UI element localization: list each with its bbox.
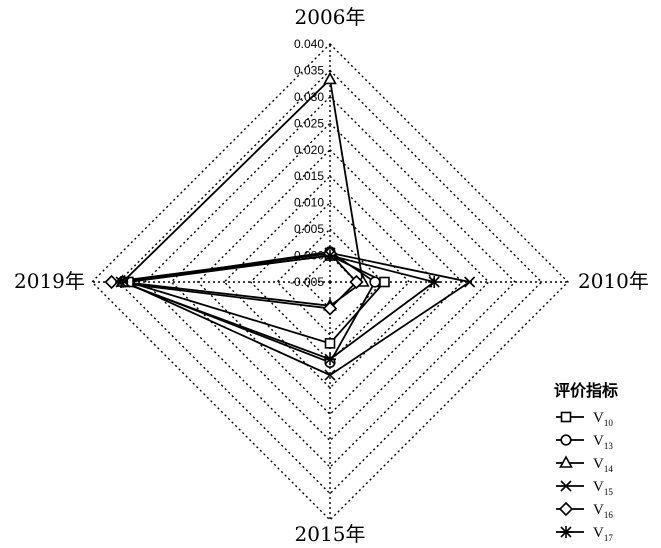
series-line-v14	[120, 77, 364, 307]
tick-label: 0.010	[294, 196, 324, 210]
legend-label: V13	[593, 433, 613, 451]
legend-marker-triangle	[559, 455, 573, 468]
legend-title: 评价指标	[554, 381, 618, 400]
axis-label-2006: 2006年	[295, 5, 366, 29]
tick-label: 0.005	[294, 222, 324, 236]
legend-label-sub: 15	[604, 487, 614, 497]
tick-label: 0.020	[294, 143, 324, 157]
legend-label: V15	[593, 479, 613, 497]
legend-marker-square	[560, 411, 572, 423]
legend-marker-diamond	[558, 501, 574, 517]
radial-ticks: -0.0050.0000.0050.0100.0150.0200.0250.03…	[290, 37, 324, 289]
legend-item: V15	[556, 479, 613, 497]
legend-label-sub: 16	[604, 510, 614, 520]
legend: 评价指标 V10 V13 V14 V15 V16 V17	[554, 381, 618, 543]
point-v10-2	[324, 338, 336, 349]
legend-label-sub: 13	[604, 441, 614, 451]
grid	[91, 43, 569, 521]
legend-label-sub: 17	[604, 533, 614, 543]
legend-marker-circle	[560, 434, 572, 446]
point-v10-1	[379, 276, 390, 288]
axis-label-2010: 2010年	[578, 269, 649, 293]
tick-label: 0.015	[294, 169, 324, 183]
legend-marker-x	[560, 480, 572, 492]
point-v17-1	[428, 276, 441, 288]
point-v17-2	[324, 353, 336, 366]
legend-item: V10	[556, 410, 613, 428]
point-v17-0	[324, 249, 336, 262]
point-v14-0	[323, 71, 337, 85]
tick-label: -0.005	[290, 275, 324, 289]
legend-label: V16	[593, 502, 613, 520]
legend-item: V13	[556, 433, 613, 451]
grid-ring	[91, 43, 569, 521]
legend-label: V10	[593, 410, 613, 428]
point-v16-3	[104, 274, 119, 290]
axis-label-2015: 2015年	[295, 522, 366, 546]
series-line-v17	[120, 254, 437, 361]
point-v15-1	[464, 276, 476, 288]
tick-label: 0.030	[294, 90, 324, 104]
legend-label: V14	[593, 456, 613, 474]
legend-label-sub: 10	[604, 418, 614, 428]
legend-label-sub: 14	[604, 464, 614, 474]
axis-label-2019: 2019年	[14, 269, 85, 293]
point-v17-3	[115, 276, 128, 288]
legend-label: V17	[593, 525, 613, 543]
point-v13-1	[369, 276, 381, 288]
legend-item: V16	[556, 501, 613, 520]
tick-label: 0.035	[294, 63, 324, 77]
series-line-v13	[119, 250, 377, 364]
point-v16-1	[349, 274, 364, 290]
legend-item: V14	[556, 455, 613, 474]
tick-label: 0.040	[294, 37, 324, 51]
point-v15-2	[324, 369, 336, 381]
series	[111, 77, 472, 377]
legend-marker-asterisk	[560, 526, 572, 538]
tick-label: 0.025	[294, 116, 324, 130]
point-v16-2	[322, 301, 338, 316]
legend-item: V17	[556, 525, 613, 543]
markers	[104, 71, 476, 381]
